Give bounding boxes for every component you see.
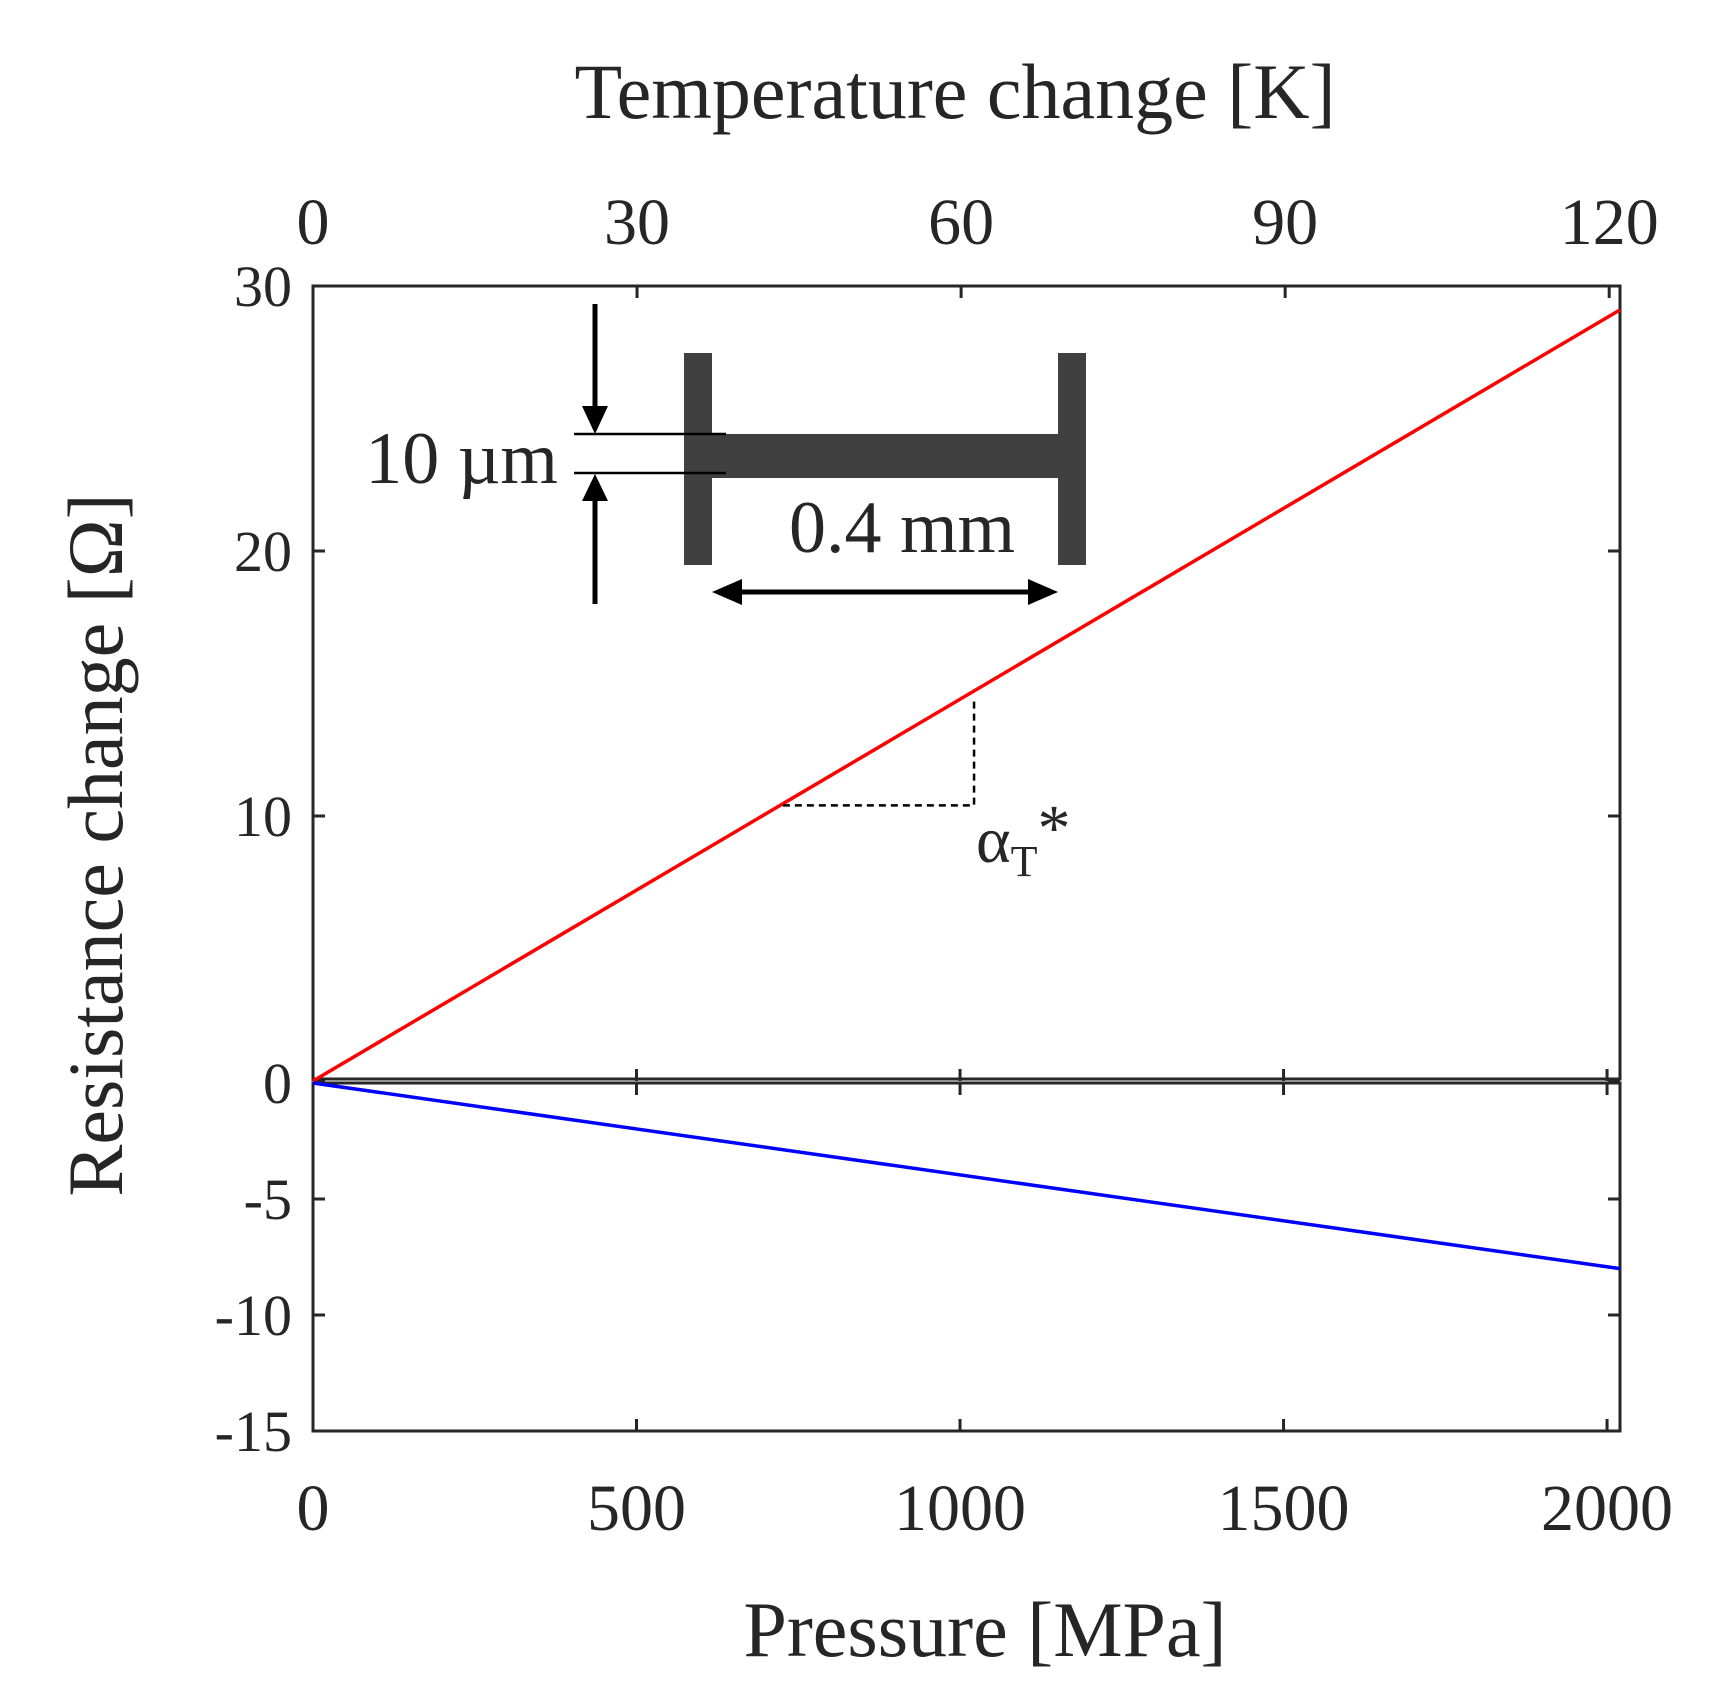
length-arrow-left-icon <box>712 579 742 605</box>
upper-y-tick-label: 10 <box>234 784 292 849</box>
length-arrow-right-icon <box>1028 579 1058 605</box>
slope-label: αT* <box>976 792 1070 886</box>
slope-label-alpha: α <box>976 804 1011 877</box>
upper-plot-frame <box>311 284 1622 1081</box>
top-tick-label: 120 <box>1560 186 1659 259</box>
upper-y-tick-label: 20 <box>234 519 292 584</box>
bottom-axis-title: Pressure [MPa] <box>743 1586 1226 1673</box>
bottom-tick-label: 0 <box>297 1472 330 1545</box>
slope-triangle-dashed <box>782 696 976 807</box>
bottom-tick-label: 1000 <box>894 1472 1026 1545</box>
bottom-axis-tick-labels: 0 500 1000 1500 2000 <box>297 1472 1674 1545</box>
lower-y-tick-label: 0 <box>263 1051 292 1116</box>
sensor-right-pad <box>1058 353 1086 565</box>
inset-thickness-label: 10 µm <box>365 418 558 500</box>
upper-y-axis-tick-labels: 10 20 30 <box>234 254 292 849</box>
slope-label-star: * <box>1037 792 1070 865</box>
sensor-left-pad <box>684 353 712 565</box>
y-axis-title: Resistance change [Ω] <box>52 493 139 1196</box>
upper-y-tick-label: 30 <box>234 254 292 319</box>
top-axis-tick-labels: 0 30 60 90 120 <box>297 186 1659 259</box>
bottom-tick-label: 1500 <box>1218 1472 1350 1545</box>
pressure-series-line <box>312 1081 1621 1271</box>
temperature-series-line <box>312 308 1621 1083</box>
sensor-strip <box>712 434 1058 478</box>
top-tick-label: 90 <box>1252 186 1318 259</box>
slope-label-subscript: T <box>1011 837 1038 886</box>
lower-plot-frame <box>311 1081 1622 1433</box>
bottom-tick-label: 2000 <box>1541 1472 1673 1545</box>
lower-y-axis-tick-labels: 0 -5 -10 -15 <box>215 1051 292 1464</box>
lower-y-tick-label: -5 <box>244 1167 292 1232</box>
sensor-geometry-inset: 10 µm 0.4 mm <box>365 304 1086 605</box>
top-tick-label: 0 <box>297 186 330 259</box>
top-tick-label: 60 <box>928 186 994 259</box>
lower-y-tick-label: -15 <box>215 1399 292 1464</box>
lower-y-tick-label: -10 <box>215 1283 292 1348</box>
thickness-arrow-up-icon <box>582 474 608 501</box>
thickness-arrow-down-icon <box>582 406 608 434</box>
top-tick-label: 30 <box>604 186 670 259</box>
top-axis-title: Temperature change [K] <box>574 48 1335 135</box>
bottom-tick-label: 500 <box>587 1472 686 1545</box>
inset-length-label: 0.4 mm <box>789 487 1015 569</box>
